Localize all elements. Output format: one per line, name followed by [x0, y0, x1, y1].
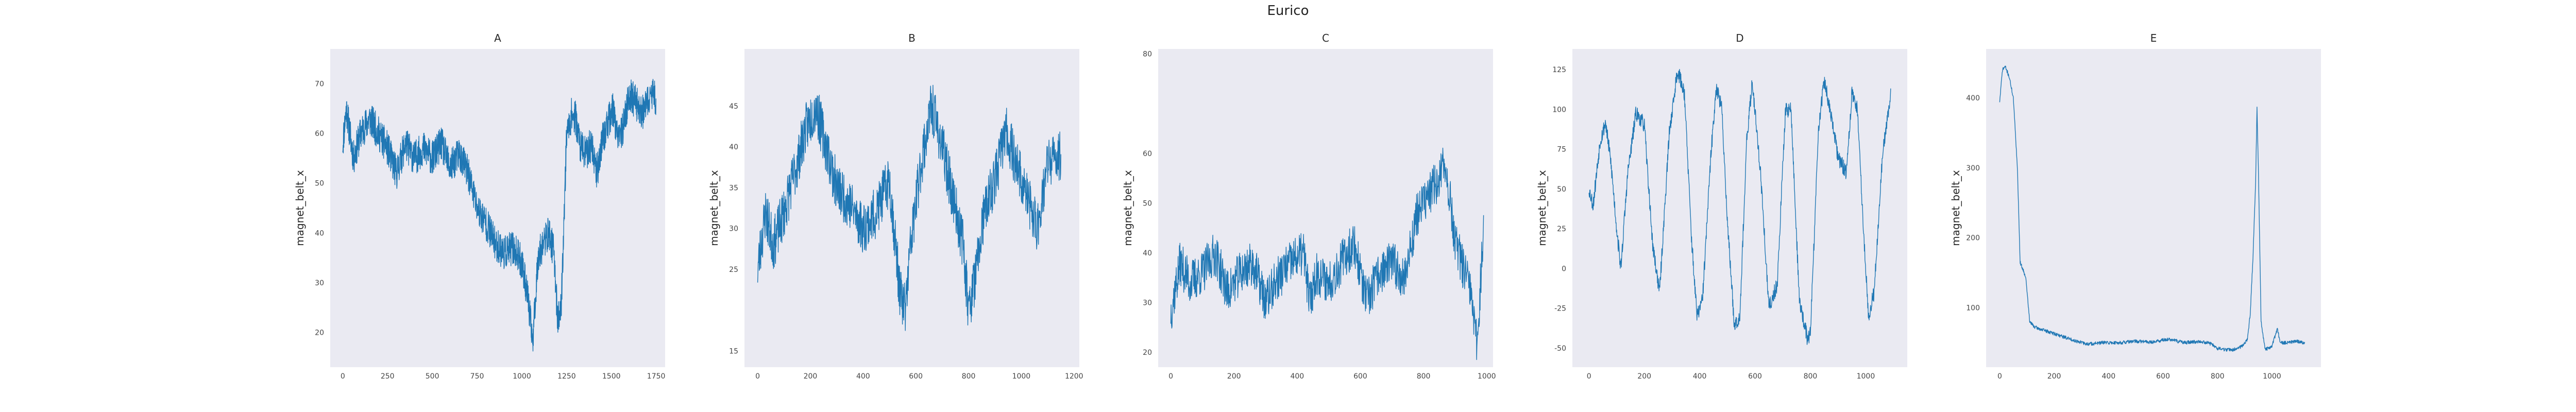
- x-tick-label: 750: [470, 372, 484, 381]
- y-tick-label: 125: [1552, 66, 1566, 74]
- y-tick-label: 20: [315, 329, 324, 337]
- chart-title: C: [1322, 32, 1329, 44]
- y-tick-label: 25: [729, 266, 738, 274]
- y-tick-label: 30: [1143, 299, 1152, 307]
- plot-area: [1986, 49, 2321, 367]
- chart-panel-c: C 0 200 400 600 800 1000 20 30 40 50 60 80 magnet_bel…: [1122, 32, 1496, 381]
- y-axis-label: magnet_belt_x: [708, 170, 720, 246]
- y-axis-label: magnet_belt_x: [1122, 170, 1134, 246]
- y-tick-label: 30: [315, 279, 324, 287]
- x-tick-label: 600: [1353, 372, 1367, 381]
- x-tick-label: 400: [1290, 372, 1304, 381]
- x-tick-label: 1200: [1065, 372, 1083, 381]
- series-line: [757, 84, 1061, 331]
- y-tick-label: 60: [315, 130, 324, 138]
- chart-panel-a: A 0 250 500 750 1000 1250 1500 1750 20 30 40 50 60 70 m…: [294, 32, 665, 381]
- x-tick-label: 200: [804, 372, 818, 381]
- y-tick-label: 35: [729, 184, 738, 192]
- y-tick-label: 200: [1966, 234, 1980, 243]
- x-tick-label: 800: [1417, 372, 1431, 381]
- plot-area: [330, 49, 665, 367]
- y-tick-label: 50: [1143, 199, 1152, 208]
- y-tick-label: 100: [1966, 304, 1980, 313]
- y-tick-label: 400: [1966, 94, 1980, 102]
- series-line: [1588, 68, 1891, 345]
- y-axis-label: magnet_belt_x: [294, 170, 306, 246]
- x-tick-label: 0: [1997, 372, 2002, 381]
- plot-area: [1158, 49, 1493, 367]
- y-tick-label: 50: [315, 180, 324, 188]
- x-tick-label: 400: [2102, 372, 2115, 381]
- x-tick-label: 800: [962, 372, 976, 381]
- y-tick-label: 20: [1143, 349, 1152, 357]
- x-tick-label: 1250: [557, 372, 576, 381]
- x-tick-label: 800: [1804, 372, 1818, 381]
- x-tick-label: 250: [381, 372, 395, 381]
- y-tick-label: 50: [1557, 185, 1566, 194]
- y-tick-label: -50: [1554, 345, 1566, 353]
- chart-title: B: [908, 32, 916, 44]
- x-tick-label: 800: [2211, 372, 2225, 381]
- x-tick-label: 200: [1227, 372, 1241, 381]
- x-tick-label: 1000: [1012, 372, 1031, 381]
- series-line: [342, 79, 657, 352]
- x-tick-label: 1000: [1857, 372, 1875, 381]
- x-tick-label: 1000: [2263, 372, 2281, 381]
- chart-title: A: [494, 32, 501, 44]
- y-tick-label: -25: [1554, 305, 1566, 313]
- y-tick-label: 300: [1966, 164, 1980, 173]
- x-tick-label: 600: [2156, 372, 2170, 381]
- series-line: [1170, 147, 1484, 360]
- y-axis-label: magnet_belt_x: [1950, 170, 1962, 246]
- x-tick-label: 0: [341, 372, 345, 381]
- y-tick-label: 40: [315, 229, 324, 237]
- x-tick-label: 0: [1587, 372, 1591, 381]
- x-tick-label: 0: [755, 372, 760, 381]
- series-line: [1999, 65, 2305, 352]
- x-tick-label: 400: [856, 372, 870, 381]
- y-tick-label: 80: [1143, 50, 1152, 59]
- plot-area: [744, 49, 1079, 367]
- chart-panel-d: D 0 200 400 600 800 1000 -50 -25 0 25 50 75 100 125 mag…: [1536, 32, 1907, 381]
- x-tick-label: 1000: [513, 372, 531, 381]
- y-tick-label: 40: [1143, 249, 1152, 258]
- x-tick-label: 600: [909, 372, 923, 381]
- y-tick-label: 40: [729, 143, 738, 151]
- y-axis-label: magnet_belt_x: [1536, 170, 1548, 246]
- y-tick-label: 25: [1557, 225, 1566, 233]
- y-tick-label: 75: [1557, 146, 1566, 154]
- x-tick-label: 400: [1693, 372, 1707, 381]
- y-tick-label: 60: [1143, 150, 1152, 158]
- chart-panel-b: B 0 200 400 600 800 1000 1200 15 25 30 35 40 45 magnet…: [708, 32, 1083, 381]
- page-title: Eurico: [1267, 3, 1309, 19]
- y-tick-label: 0: [1562, 265, 1566, 273]
- y-tick-label: 45: [729, 102, 738, 111]
- x-tick-label: 200: [1637, 372, 1651, 381]
- chart-title: D: [1736, 32, 1743, 44]
- x-tick-label: 1000: [1478, 372, 1496, 381]
- x-tick-label: 0: [1168, 372, 1173, 381]
- y-tick-label: 70: [315, 80, 324, 89]
- x-tick-label: 1750: [647, 372, 666, 381]
- y-tick-label: 30: [729, 225, 738, 233]
- y-tick-label: 100: [1552, 106, 1566, 114]
- chart-title: E: [2150, 32, 2157, 44]
- x-tick-label: 1500: [602, 372, 621, 381]
- x-tick-label: 500: [426, 372, 439, 381]
- chart-panel-e: E 0 200 400 600 800 1000 100 200 300 400 magnet_bel…: [1950, 32, 2321, 381]
- y-tick-label: 15: [729, 347, 738, 355]
- x-tick-label: 600: [1748, 372, 1762, 381]
- x-tick-label: 200: [2047, 372, 2061, 381]
